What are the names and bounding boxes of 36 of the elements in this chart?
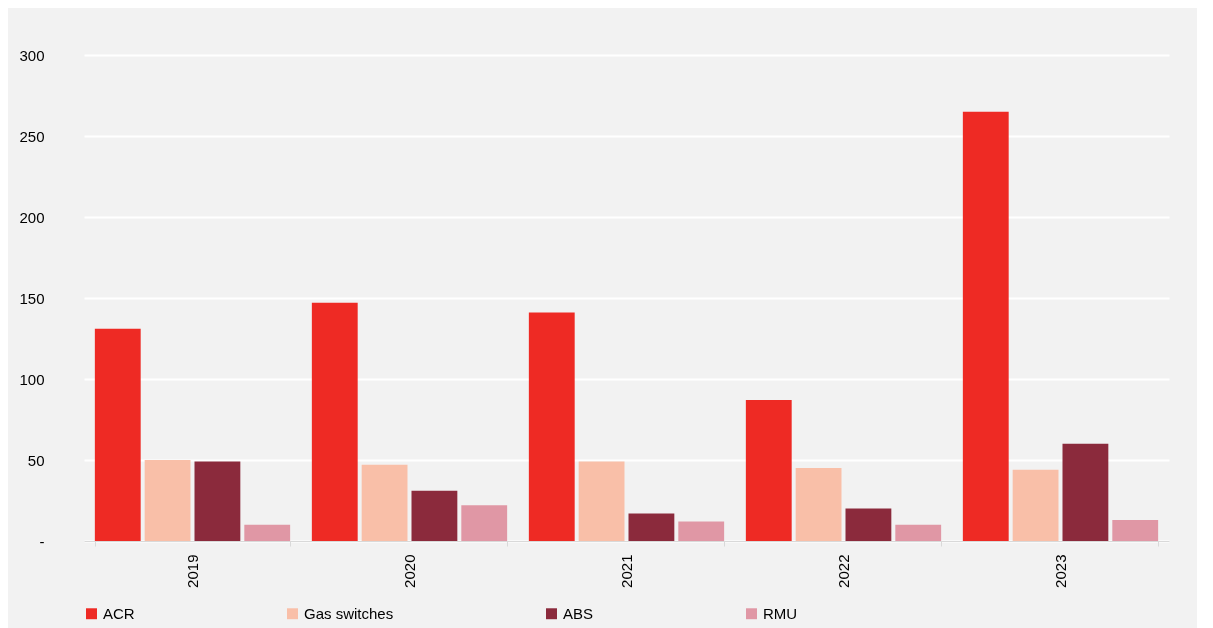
bar (845, 508, 892, 541)
legend-label: RMU (763, 604, 798, 622)
y-tick-label: - (39, 532, 45, 550)
y-tick-label: 300 (19, 46, 45, 64)
x-tick-label: 2022 (835, 554, 852, 588)
bar (1012, 469, 1059, 541)
x-tick-label: 2023 (1052, 554, 1069, 588)
bar (244, 524, 291, 541)
y-tick-label: 100 (19, 370, 45, 388)
bar (678, 521, 725, 541)
bar (795, 468, 842, 541)
bar (528, 312, 575, 541)
legend-label: ACR (103, 604, 135, 622)
bar (94, 328, 141, 541)
bar (194, 461, 241, 541)
bar (895, 524, 942, 541)
y-tick-label: 150 (19, 289, 45, 307)
y-tick-label: 50 (27, 451, 45, 469)
bar (1062, 443, 1109, 541)
x-tick-label: 2019 (184, 554, 201, 588)
y-tick-label: 200 (19, 208, 45, 226)
bar (1112, 519, 1159, 541)
bar (962, 111, 1009, 541)
x-tick-label: 2020 (401, 554, 418, 588)
x-tick-label: 2021 (618, 554, 635, 588)
bar (628, 513, 675, 541)
bar (411, 490, 458, 541)
bar (578, 461, 625, 541)
bar (144, 460, 191, 541)
legend-label: Gas switches (304, 604, 394, 622)
bar (361, 464, 408, 541)
bar (311, 302, 358, 541)
legend-label: ABS (563, 604, 594, 622)
y-tick-label: 250 (19, 127, 45, 145)
bar (745, 400, 792, 541)
bar (461, 505, 508, 541)
